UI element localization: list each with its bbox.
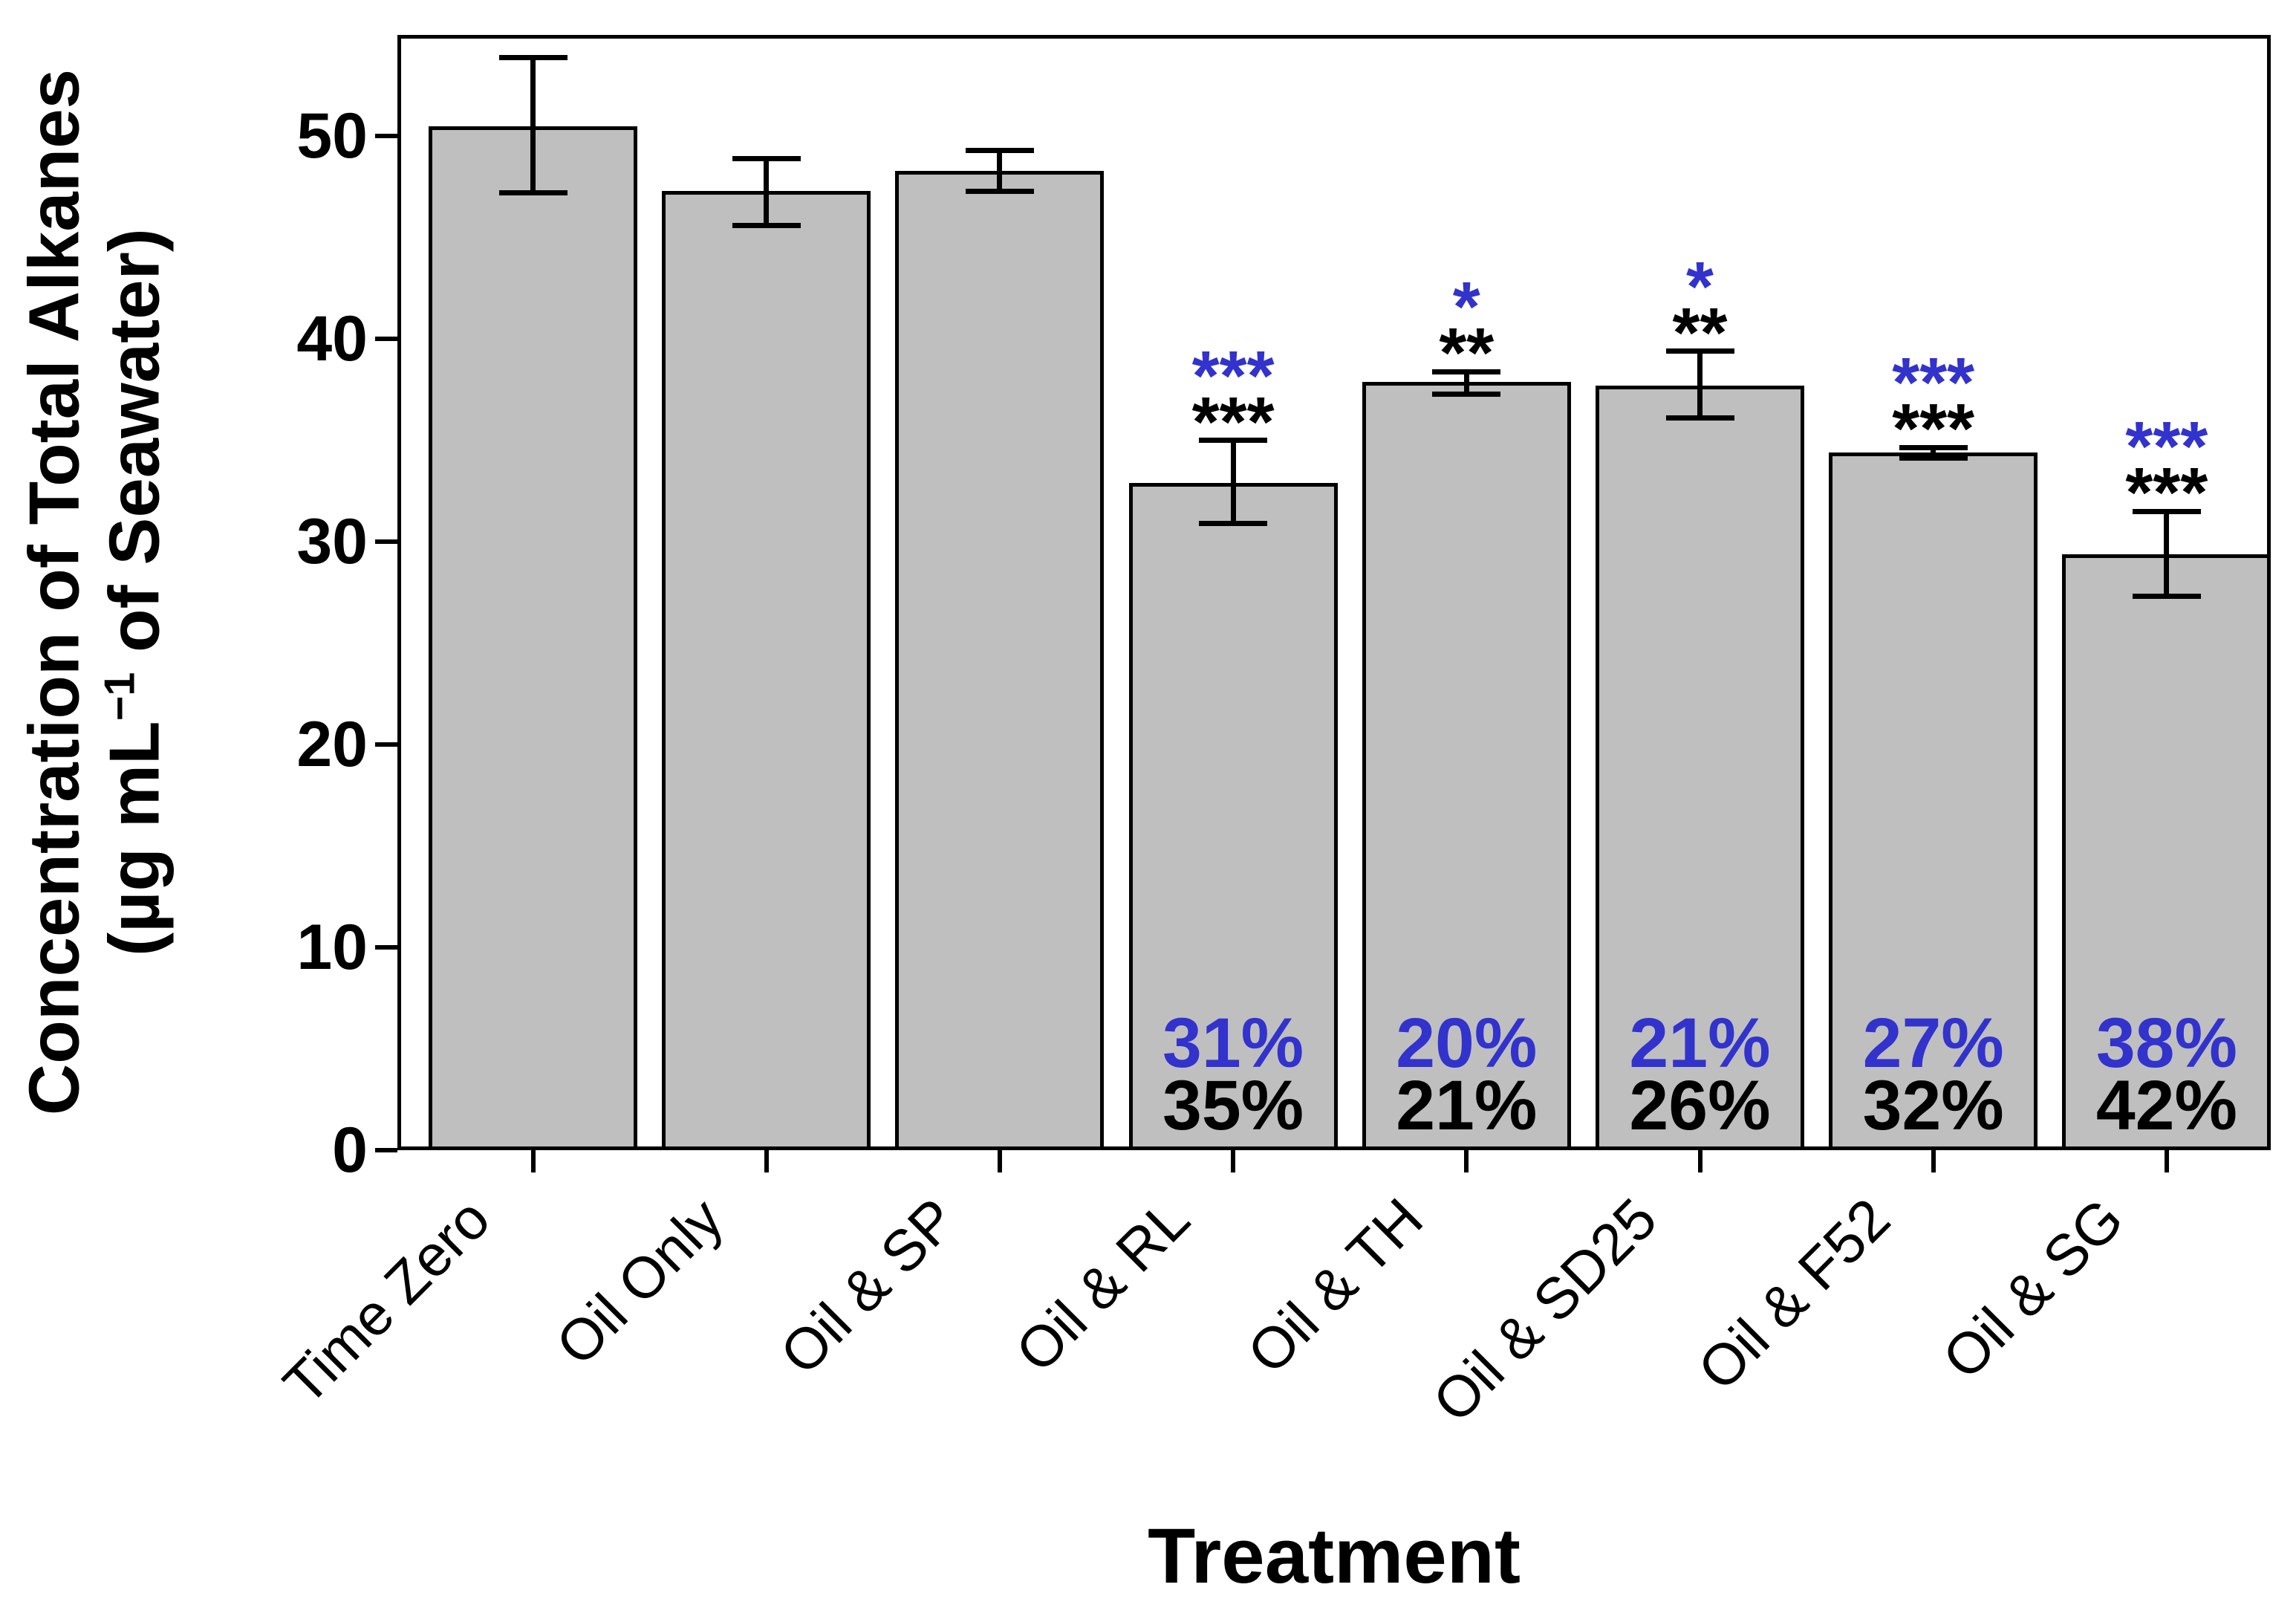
error-bar-cap-bottom xyxy=(1199,521,1268,527)
y-tick-label: 40 xyxy=(296,303,368,375)
y-tick-mark xyxy=(375,337,397,342)
y-tick-mark xyxy=(375,134,397,139)
significance-black: *** xyxy=(2125,453,2208,533)
error-bar-cap-top xyxy=(1665,348,1734,354)
error-bar-line xyxy=(997,150,1003,192)
degradation-percent-blue: 20% xyxy=(1396,1004,1538,1083)
category-label-oil-only: Oil Only xyxy=(543,1185,735,1378)
error-bar-line xyxy=(1463,372,1469,395)
significance-black: *** xyxy=(1191,382,1275,461)
x-tick-mark xyxy=(2164,1150,2169,1172)
error-bar-cap-bottom xyxy=(1899,455,1968,461)
y-tick-label: 20 xyxy=(296,709,368,781)
y-tick-mark xyxy=(375,742,397,747)
error-bar-line xyxy=(1697,351,1703,418)
degradation-percent-blue: 31% xyxy=(1162,1004,1304,1083)
degradation-percent-blue: 38% xyxy=(2095,1004,2237,1083)
y-tick-label: 30 xyxy=(296,506,368,578)
bar-oil-sp xyxy=(895,170,1105,1150)
x-tick-mark xyxy=(764,1150,769,1172)
error-bar-cap-top xyxy=(1899,444,1968,450)
error-bar-cap-bottom xyxy=(2132,594,2201,600)
y-axis-title: Concentration of Total Alkanes (µg mL−1 … xyxy=(15,69,176,1115)
bar-oil-th xyxy=(1362,381,1571,1150)
significance-black: ** xyxy=(1439,314,1495,393)
y-tick-label: 50 xyxy=(296,100,368,172)
y-axis-superscript: −1 xyxy=(97,672,144,721)
error-bar-cap-top xyxy=(498,54,568,60)
category-label-time-zero: Time Zero xyxy=(270,1185,502,1418)
error-bar-cap-top xyxy=(1199,438,1268,444)
y-axis-title-line1: Concentration of Total Alkanes xyxy=(14,68,94,1116)
significance-blue: * xyxy=(1452,267,1480,347)
error-bar-line xyxy=(530,57,536,193)
significance-blue: *** xyxy=(2125,407,2208,487)
bar-oil-only xyxy=(662,191,871,1150)
error-bar-line xyxy=(1230,440,1236,524)
significance-blue: *** xyxy=(1892,343,1975,423)
x-tick-mark xyxy=(1931,1150,1936,1172)
error-bar-cap-bottom xyxy=(498,190,568,196)
bar-time-zero xyxy=(429,126,637,1150)
error-bar-line xyxy=(1931,447,1936,458)
x-tick-mark xyxy=(1464,1150,1469,1172)
degradation-percent-black: 21% xyxy=(1396,1066,1538,1145)
category-label-oil-rl: Oil & RL xyxy=(1003,1185,1203,1385)
bar-oil-rl xyxy=(1128,483,1338,1150)
significance-blue: *** xyxy=(1191,336,1275,415)
category-label-oil-f52: Oil & F52 xyxy=(1685,1185,1902,1403)
degradation-percent-black: 32% xyxy=(1862,1066,2004,1145)
x-tick-mark xyxy=(997,1150,1002,1172)
error-bar-cap-bottom xyxy=(1665,415,1734,421)
degradation-percent-black: 42% xyxy=(2095,1066,2237,1145)
significance-blue: * xyxy=(1686,247,1714,326)
error-bar-cap-top xyxy=(2132,508,2201,514)
x-tick-mark xyxy=(530,1150,536,1172)
degradation-percent-black: 35% xyxy=(1162,1066,1304,1145)
error-bar-cap-bottom xyxy=(732,223,801,229)
degradation-percent-blue: 27% xyxy=(1862,1004,2004,1083)
degradation-percent-black: 26% xyxy=(1629,1066,1771,1145)
y-tick-mark xyxy=(375,1148,397,1152)
error-bar-cap-top xyxy=(1432,369,1501,374)
x-tick-mark xyxy=(1231,1150,1236,1172)
bar-oil-sg xyxy=(2062,554,2271,1150)
x-axis-title: Treatment xyxy=(1148,1513,1521,1600)
bar-oil-f52 xyxy=(1829,452,2038,1150)
x-tick-mark xyxy=(1697,1150,1703,1172)
error-bar-line xyxy=(764,158,770,226)
category-label-oil-sg: Oil & SG xyxy=(1930,1185,2136,1392)
error-bar-cap-top xyxy=(732,155,801,161)
error-bar-line xyxy=(2164,511,2170,597)
significance-black: ** xyxy=(1672,293,1728,372)
y-tick-mark xyxy=(375,945,397,950)
y-tick-mark xyxy=(375,539,397,545)
error-bar-cap-bottom xyxy=(965,188,1034,194)
y-tick-label: 0 xyxy=(332,1115,368,1186)
error-bar-cap-top xyxy=(965,148,1034,154)
y-tick-label: 10 xyxy=(296,912,368,984)
significance-black: *** xyxy=(1892,389,1975,469)
degradation-percent-blue: 21% xyxy=(1629,1004,1771,1083)
category-label-oil-sp: Oil & SP xyxy=(767,1185,969,1387)
error-bar-cap-bottom xyxy=(1432,391,1501,397)
